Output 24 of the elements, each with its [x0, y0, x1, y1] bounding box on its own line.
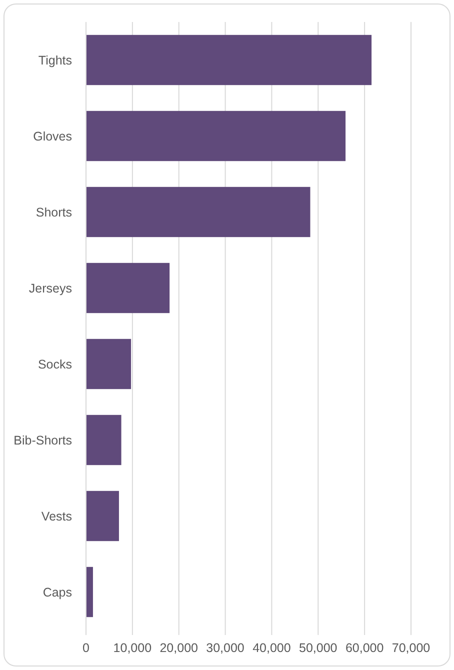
bar: [86, 338, 132, 390]
x-tick-label: 0: [82, 641, 90, 655]
y-tick-label: Caps: [42, 585, 72, 600]
bar: [86, 490, 119, 542]
bar: [86, 110, 346, 162]
bar: [86, 414, 122, 466]
x-tick-label: 70,000: [392, 641, 430, 655]
x-tick-label: 10,000: [113, 641, 152, 655]
bar: [86, 34, 372, 86]
x-tick-label: 20,000: [160, 641, 198, 655]
x-tick-label: 50,000: [299, 641, 338, 655]
bar: [86, 186, 310, 238]
bar: [86, 262, 170, 314]
y-tick-label: Bib-Shorts: [14, 433, 72, 448]
y-tick-label: Tights: [38, 53, 72, 68]
y-tick-label: Vests: [41, 509, 72, 524]
y-tick-label: Jerseys: [28, 281, 72, 296]
y-tick-label: Gloves: [33, 129, 72, 144]
x-tick-label: 60,000: [345, 641, 384, 655]
bar: [86, 566, 93, 618]
y-tick-label: Socks: [38, 357, 72, 372]
x-tick-label: 30,000: [206, 641, 244, 655]
y-tick-label: Shorts: [36, 205, 72, 220]
x-tick-label: 40,000: [252, 641, 291, 655]
